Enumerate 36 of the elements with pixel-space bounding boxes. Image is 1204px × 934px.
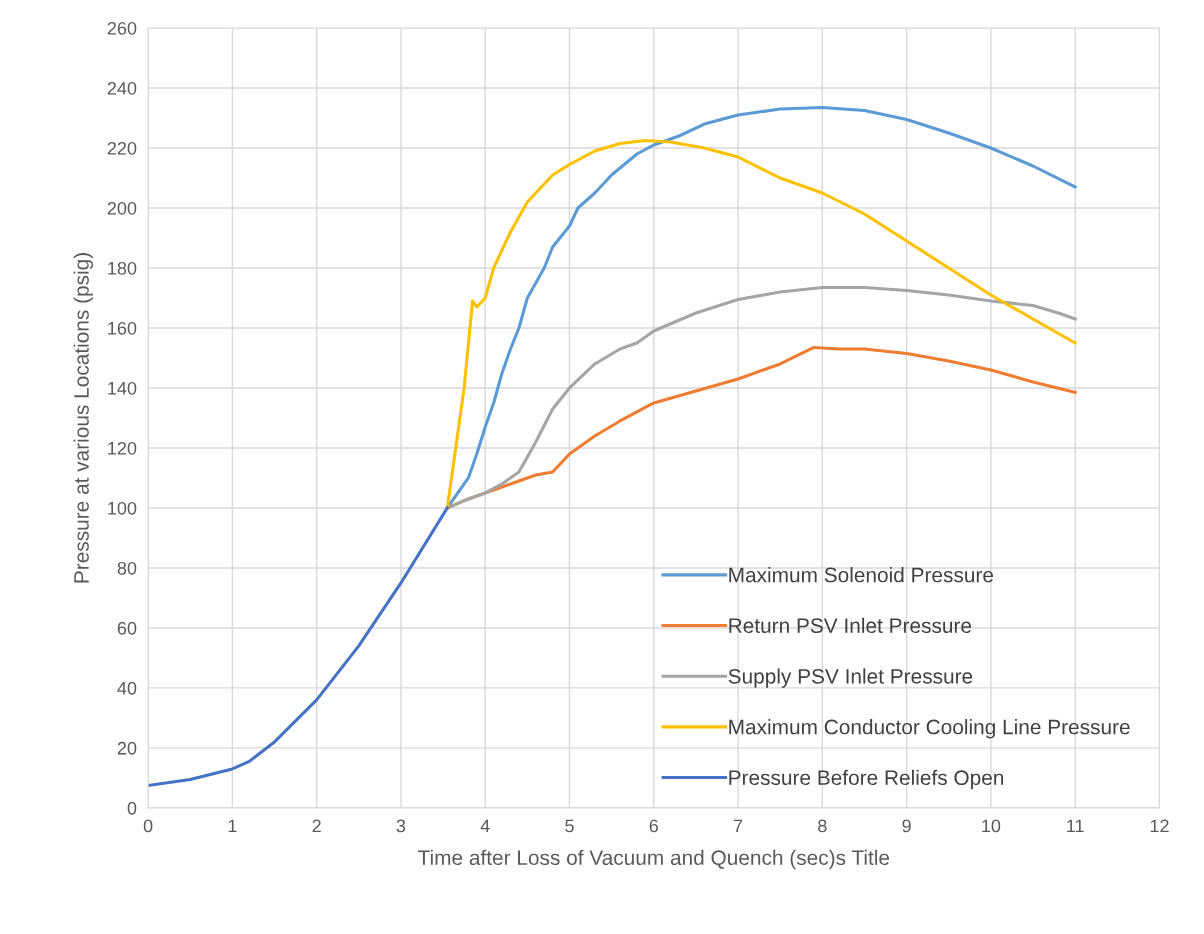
y-tick-label: 140 (108, 381, 137, 395)
line-series (148, 506, 449, 787)
y-tick-label: 40 (117, 681, 137, 695)
x-tick-label: 11 (1067, 819, 1084, 833)
x-tick-label: 1 (228, 819, 237, 833)
x-tick-label: 5 (565, 819, 574, 833)
legend-label: Supply PSV Inlet Pressure (728, 668, 973, 688)
y-tick-label: 20 (117, 741, 137, 755)
x-tick-label: 4 (480, 819, 490, 833)
y-tick-label: 180 (108, 261, 137, 275)
y-tick-label: 260 (107, 21, 137, 35)
x-tick-label: 3 (396, 819, 406, 833)
legend-label: Return PSV Inlet Pressure (729, 617, 972, 634)
y-tick-label: 100 (108, 501, 137, 515)
x-tick-label: 9 (902, 819, 911, 833)
y-tick-label: 200 (107, 201, 137, 215)
legend-label: Maximum Solenoid Pressure (729, 567, 994, 583)
line-series (445, 285, 1077, 510)
legend-label: Maximum Conductor Cooling Line Pressure (729, 719, 1130, 739)
y-tick-label: 120 (108, 441, 137, 455)
y-tick-label: 220 (107, 141, 137, 155)
x-tick-label: 10 (982, 819, 1001, 833)
x-tick-label: 2 (312, 819, 321, 833)
y-axis-title: Pressure at various Locations (psig) (73, 253, 93, 583)
x-tick-label: 6 (649, 819, 658, 833)
x-tick-label: 8 (818, 819, 827, 833)
legend-label: Pressure Before Reliefs Open (729, 769, 1004, 790)
x-tick-label: 7 (733, 819, 743, 833)
y-tick-label: 0 (127, 801, 137, 815)
y-tick-label: 160 (108, 321, 137, 335)
y-tick-label: 80 (117, 561, 137, 575)
y-tick-label: 60 (117, 621, 137, 635)
x-axis-title: Time after Loss of Vacuum and Quench (sec)s Title (418, 849, 890, 870)
x-tick-label: 12 (1150, 819, 1169, 833)
x-tick-label: 0 (143, 819, 153, 833)
y-tick-label: 240 (107, 81, 137, 95)
